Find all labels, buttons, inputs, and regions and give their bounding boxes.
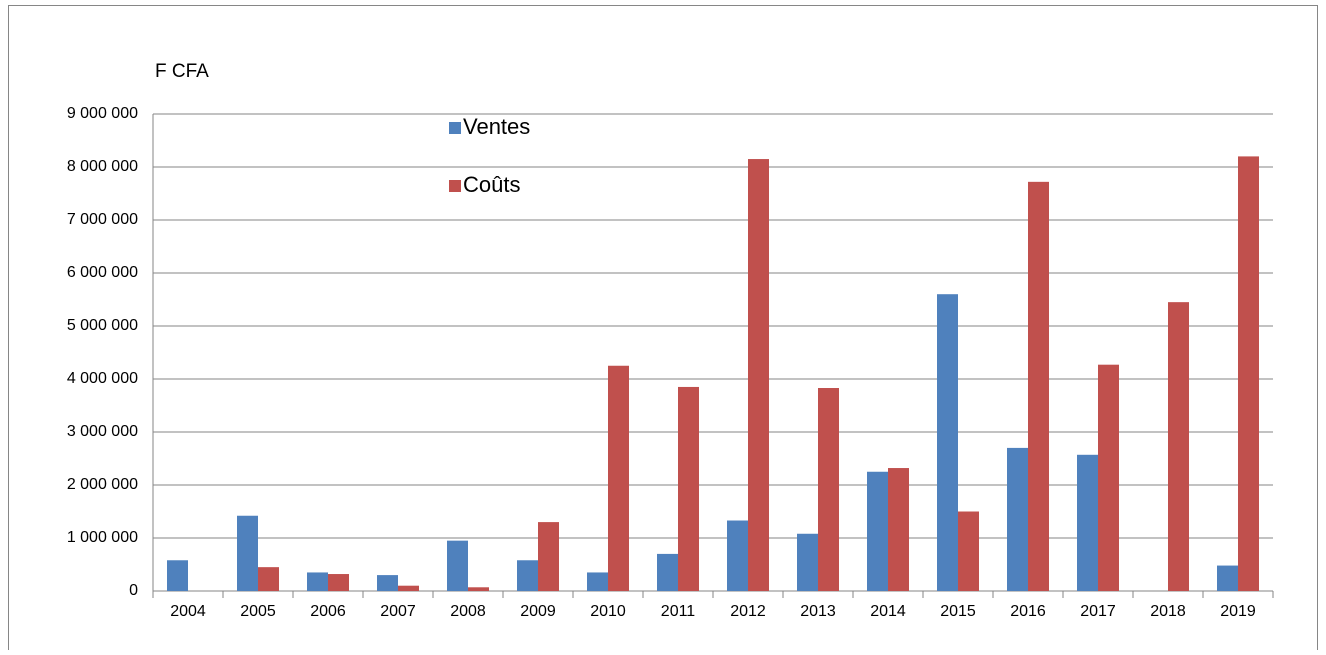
x-tick-label: 2016: [1010, 603, 1046, 620]
x-tick-label: 2017: [1080, 603, 1116, 620]
bar: [1168, 302, 1189, 591]
bar: [1238, 156, 1259, 591]
bar: [748, 159, 769, 592]
x-tick-label: 2008: [450, 603, 486, 620]
y-tick-label: 0: [129, 582, 138, 599]
bar: [468, 587, 489, 591]
legend-label: Coûts: [463, 172, 520, 197]
bar: [678, 386, 699, 591]
y-tick-label: 9 000 000: [67, 105, 138, 122]
y-tick-label: 3 000 000: [67, 423, 138, 440]
bar: [958, 511, 979, 591]
bar: [377, 575, 398, 591]
x-tick-label: 2009: [520, 603, 556, 620]
legend-swatch: [449, 180, 461, 192]
bar: [307, 572, 328, 591]
y-tick-label: 5 000 000: [67, 317, 138, 334]
legend-label: Ventes: [463, 114, 530, 139]
y-tick-label: 4 000 000: [67, 370, 138, 387]
bar: [1098, 364, 1119, 591]
bar: [167, 560, 188, 591]
y-tick-label: 7 000 000: [67, 211, 138, 228]
y-tick-label: 2 000 000: [67, 476, 138, 493]
bar: [727, 520, 748, 591]
x-tick-label: 2010: [590, 603, 626, 620]
y-tick-label: 8 000 000: [67, 158, 138, 175]
bar: [1217, 565, 1238, 591]
x-tick-label: 2014: [870, 603, 906, 620]
bar: [398, 585, 419, 591]
bar: [937, 294, 958, 591]
y-tick-label: 1 000 000: [67, 529, 138, 546]
bar: [538, 522, 559, 591]
x-tick-label: 2018: [1150, 603, 1186, 620]
bar: [1028, 181, 1049, 591]
bar: [1077, 454, 1098, 591]
bar: [587, 572, 608, 591]
legend-swatch: [449, 122, 461, 134]
bar: [797, 533, 818, 591]
y-tick-label: 6 000 000: [67, 264, 138, 281]
bar: [608, 365, 629, 591]
bar: [1007, 447, 1028, 591]
x-tick-label: 2012: [730, 603, 766, 620]
x-tick-label: 2005: [240, 603, 276, 620]
x-tick-label: 2011: [661, 603, 696, 620]
y-axis-label: F CFA: [155, 61, 209, 82]
chart-frame: [8, 5, 1318, 655]
bar: [258, 567, 279, 591]
x-tick-label: 2006: [310, 603, 346, 620]
bar: [447, 540, 468, 591]
bar: [888, 468, 909, 591]
bar: [867, 471, 888, 591]
x-tick-label: 2015: [940, 603, 976, 620]
bar: [237, 515, 258, 591]
x-tick-label: 2007: [380, 603, 416, 620]
bar: [818, 388, 839, 591]
x-tick-label: 2013: [800, 603, 836, 620]
x-tick-label: 2004: [170, 603, 206, 620]
bar: [657, 553, 678, 591]
bar: [517, 560, 538, 591]
bar: [328, 574, 349, 591]
x-tick-label: 2019: [1220, 603, 1256, 620]
